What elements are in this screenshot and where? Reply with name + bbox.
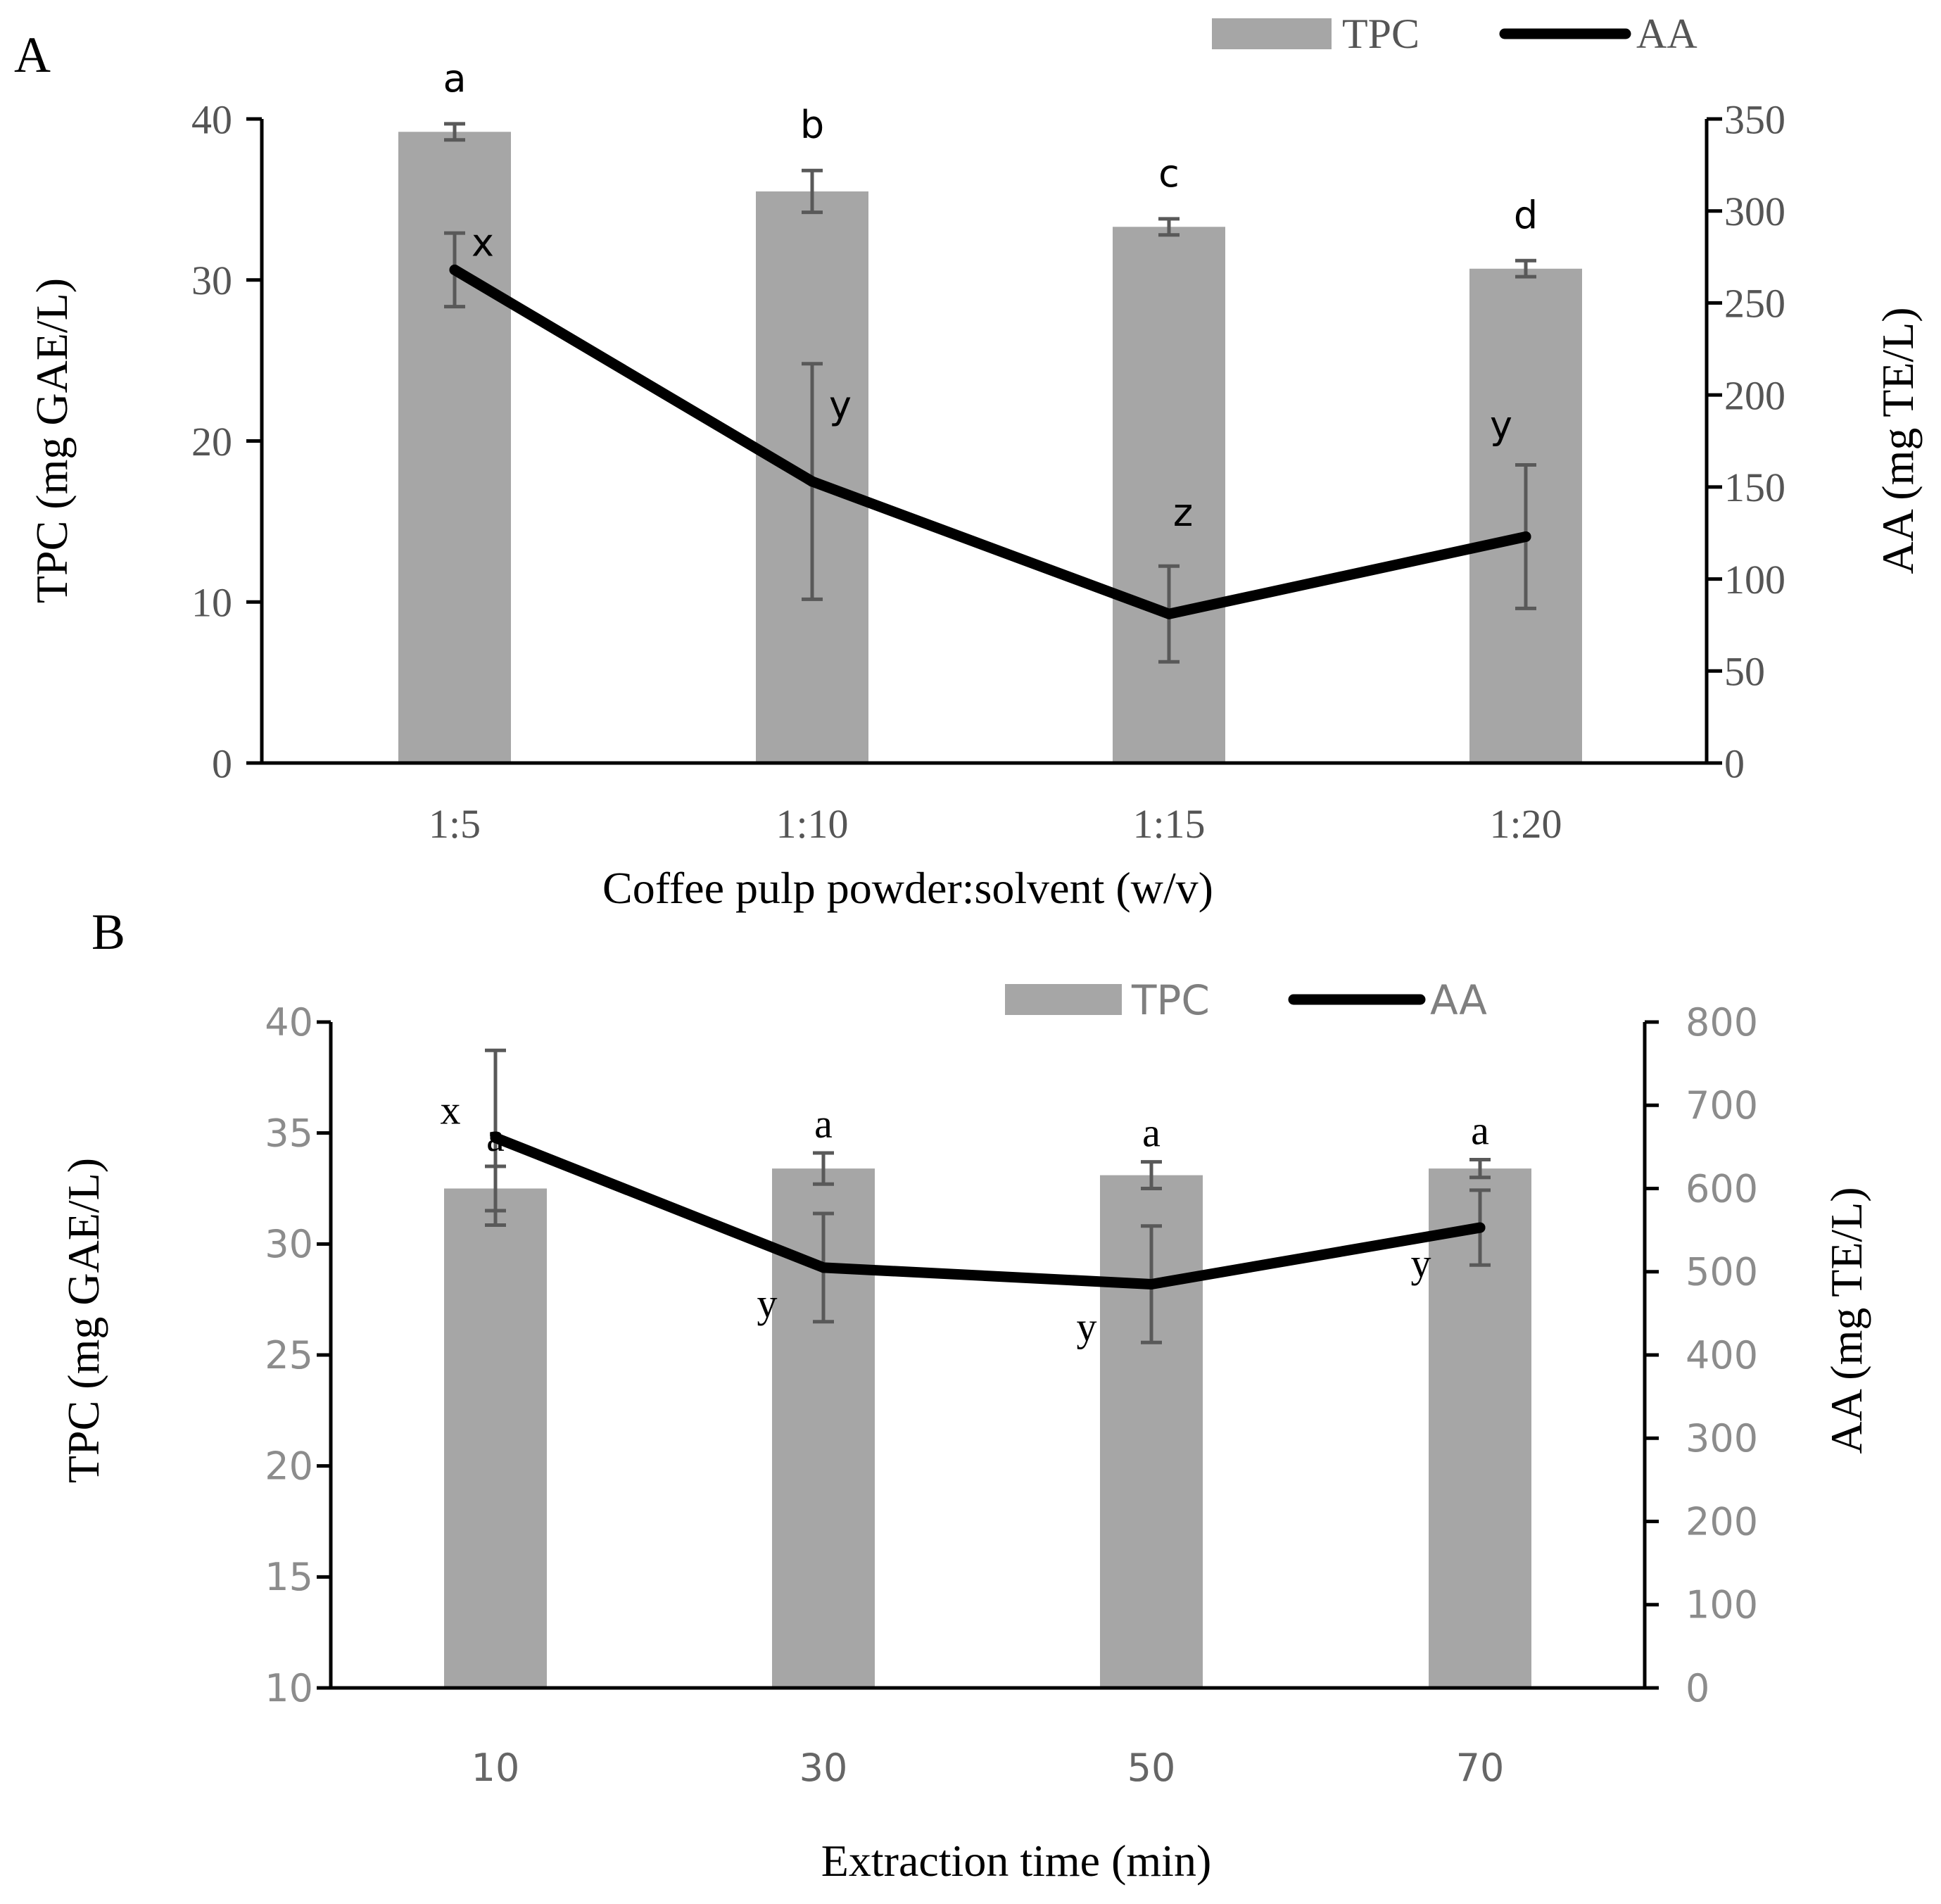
left-y-tick-label: 30 [191, 258, 232, 303]
panel-b: 1015202530354001002003004005006007008001… [58, 904, 1871, 1886]
right-y-tick-label: 250 [1724, 281, 1785, 327]
left-y-tick-label: 40 [265, 1000, 313, 1045]
tpc-significance-letter: a [1142, 1110, 1161, 1156]
aa-point [807, 476, 818, 487]
right-y-tick-label: 200 [1724, 372, 1785, 418]
aa-series-line [449, 264, 1531, 619]
right-y-axis-title: AA (mg TE/L) [1821, 1187, 1871, 1454]
left-y-tick-label: 20 [265, 1444, 313, 1489]
legend-tpc-label: TPC [1342, 11, 1420, 57]
aa-significance-letter: y [757, 1280, 778, 1326]
x-tick-label: 1:15 [1132, 801, 1205, 847]
aa-point [818, 1262, 829, 1273]
aa-significance-letter: y [1490, 403, 1512, 447]
panel-label: A [14, 27, 51, 83]
tpc-bar [398, 132, 511, 764]
aa-significance-letter: y [1411, 1240, 1431, 1286]
tpc-bar [1113, 227, 1225, 763]
aa-significance-letter: x [472, 220, 494, 265]
left-y-tick-label: 35 [265, 1111, 313, 1156]
aa-point [1474, 1222, 1486, 1233]
left-y-tick-label: 20 [191, 419, 232, 465]
tpc-significance-letter: a [443, 56, 466, 101]
legend-aa-label: AA [1430, 976, 1487, 1024]
legend-tpc-label: TPC [1131, 976, 1210, 1024]
right-y-tick-label: 500 [1686, 1250, 1758, 1294]
legend-aa-label: AA [1636, 11, 1697, 57]
left-y-tick-label: 15 [265, 1555, 313, 1599]
left-y-axis-title: TPC (mg GAE/L) [58, 1158, 108, 1483]
aa-point [1146, 1278, 1157, 1290]
right-y-tick-label: 100 [1686, 1583, 1758, 1627]
right-y-tick-label: 0 [1724, 740, 1745, 786]
tpc-significance-letter: a [486, 1114, 505, 1160]
x-axis-title: Coffee pulp powder:solvent (w/v) [602, 863, 1213, 913]
x-axis-title: Extraction time (min) [821, 1836, 1212, 1886]
left-y-tick-label: 40 [191, 96, 232, 142]
tpc-significance-letter: c [1158, 151, 1180, 196]
right-y-tick-label: 150 [1724, 465, 1785, 510]
aa-point [1163, 608, 1175, 619]
aa-point [449, 264, 460, 275]
right-y-tick-label: 50 [1724, 649, 1765, 695]
tpc-significance-letter: a [814, 1101, 833, 1147]
left-y-axis-title: TPC (mg GAE/L) [27, 278, 77, 603]
right-y-tick-label: 300 [1724, 189, 1785, 234]
aa-significance-letter: y [1077, 1304, 1097, 1349]
tpc-significance-letter: b [800, 103, 824, 147]
right-y-tick-label: 600 [1686, 1166, 1758, 1211]
x-tick-label: 1:10 [776, 801, 848, 847]
aa-series-line [490, 1132, 1486, 1290]
x-tick-label: 10 [472, 1746, 520, 1790]
left-y-tick-label: 30 [265, 1222, 313, 1266]
legend-tpc-swatch [1005, 984, 1122, 1015]
right-y-tick-label: 100 [1724, 557, 1785, 603]
left-y-tick-label: 10 [191, 580, 232, 626]
x-tick-label: 30 [799, 1746, 848, 1790]
aa-significance-letter: y [829, 383, 852, 427]
x-tick-label: 50 [1127, 1746, 1176, 1790]
panel-a: 0 10 20 30 40 0 50 100 150 200 250 300 350 1:5 1:10 1:1… [14, 11, 1923, 913]
aa-point [1520, 531, 1531, 542]
right-y-tick-label: 800 [1686, 1000, 1758, 1045]
aa-significance-letter: x [441, 1087, 461, 1133]
tpc-significance-letter: a [1471, 1108, 1489, 1154]
right-y-tick-label: 350 [1724, 96, 1785, 142]
panel-label: B [91, 904, 125, 960]
right-y-tick-label: 300 [1686, 1416, 1758, 1461]
right-y-tick-label: 700 [1686, 1083, 1758, 1128]
tpc-bar [444, 1188, 547, 1688]
aa-point [490, 1132, 501, 1143]
legend-tpc-swatch [1212, 18, 1332, 49]
right-y-tick-label: 400 [1686, 1333, 1758, 1377]
x-tick-label: 70 [1456, 1746, 1505, 1790]
x-tick-label: 1:5 [429, 801, 481, 847]
aa-significance-letter: z [1173, 491, 1193, 535]
left-y-tick-label: 10 [265, 1666, 313, 1710]
left-y-tick-label: 25 [265, 1333, 313, 1377]
tpc-significance-letter: d [1514, 193, 1538, 237]
right-y-tick-label: 0 [1686, 1666, 1709, 1710]
left-y-tick-label: 0 [212, 740, 232, 786]
x-tick-label: 1:20 [1489, 801, 1562, 847]
right-y-axis-title: AA (mg TE/L) [1873, 307, 1923, 574]
right-y-tick-label: 200 [1686, 1499, 1758, 1544]
